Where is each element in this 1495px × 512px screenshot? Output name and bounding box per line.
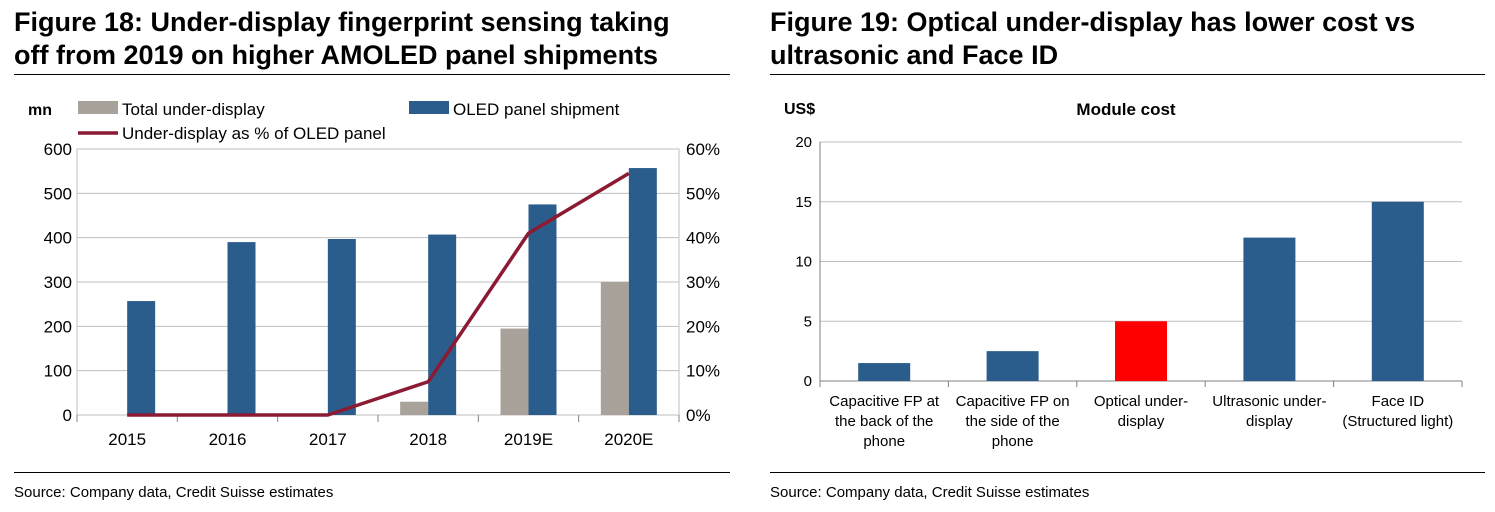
x-tick-label: Ultrasonic under- [1212, 393, 1326, 410]
y2-tick-label: 0% [686, 406, 711, 425]
y-tick-label: 500 [44, 184, 72, 203]
bar-module-cost [1115, 321, 1167, 381]
bar-oled-panel-shipment [227, 242, 256, 415]
figure-19-chart: Module cost US$ 0 5 10 15 20 Capacitive FP at th… [784, 100, 1463, 450]
y-tick-label: 400 [44, 229, 72, 248]
y2-tick-label: 40% [686, 229, 720, 248]
y-tick-label: 20 [795, 134, 812, 151]
x-tick-label: Capacitive FP on [956, 393, 1070, 410]
figure-18-bottom-rule [14, 472, 730, 473]
y2-tick-label: 30% [686, 273, 720, 292]
x-tick-label: 2017 [309, 430, 347, 449]
x-tick-label: display [1118, 413, 1165, 430]
figure-19-title: Figure 19: Optical under-display has low… [770, 6, 1415, 72]
y-axis-label: US$ [784, 101, 815, 118]
y-tick-label: 300 [44, 273, 72, 292]
y-tick-label: 100 [44, 362, 72, 381]
bar-module-cost [986, 351, 1039, 381]
figure-19-title-line1: Figure 19: Optical under-display has low… [770, 7, 1416, 37]
x-tick-label: 2020E [604, 430, 653, 449]
bar-total-under-display [600, 282, 629, 415]
legend-label-under-display-pct: Under-display as % of OLED panel [122, 124, 386, 143]
x-tick-label: Optical under- [1094, 393, 1188, 410]
x-tick-label: phone [992, 433, 1034, 450]
bar-oled-panel-shipment [127, 301, 156, 415]
figure-19-bottom-rule [770, 472, 1485, 473]
y2-tick-label: 20% [686, 317, 720, 336]
y-axis-label: mn [28, 102, 52, 119]
figure-18-title: Figure 18: Under-display fingerprint sen… [14, 6, 670, 72]
figure-18-title-line2: off from 2019 on higher AMOLED panel shi… [14, 40, 659, 70]
x-tick-label: 2016 [209, 430, 247, 449]
figure-19-title-line2: ultrasonic and Face ID [770, 40, 1059, 70]
legend-swatch-total-under-display [78, 101, 118, 114]
y2-tick-label: 60% [686, 140, 720, 159]
figure-19-panel: Figure 19: Optical under-display has low… [770, 0, 1485, 512]
bar-oled-panel-shipment [428, 234, 457, 415]
x-tick-label: Capacitive FP at [829, 393, 940, 410]
figure-18-source: Source: Company data, Credit Suisse esti… [14, 484, 334, 501]
legend-swatch-oled-panel-shipment [409, 101, 449, 114]
legend-label-total-under-display: Total under-display [122, 100, 265, 119]
chart-title: Module cost [1076, 100, 1176, 119]
y-tick-label: 200 [44, 317, 72, 336]
figure-19-source: Source: Company data, Credit Suisse esti… [770, 484, 1090, 501]
y-tick-label: 5 [804, 313, 812, 330]
x-tick-label: Face ID [1372, 393, 1425, 410]
figure-18-title-line1: Figure 18: Under-display fingerprint sen… [14, 7, 670, 37]
bar-oled-panel-shipment [628, 168, 657, 415]
figure-18-top-rule [14, 74, 730, 75]
bar-oled-panel-shipment [327, 238, 356, 415]
y-tick-label: 15 [795, 194, 812, 211]
bar-total-under-display [500, 328, 529, 415]
y2-tick-label: 50% [686, 184, 720, 203]
x-tick-label: phone [863, 433, 905, 450]
x-tick-label: the side of the [965, 413, 1059, 430]
legend-label-oled-panel-shipment: OLED panel shipment [453, 100, 620, 119]
figure-19-top-rule [770, 74, 1485, 75]
x-tick-label: 2018 [409, 430, 447, 449]
figure-18-panel: Figure 18: Under-display fingerprint sen… [14, 0, 730, 512]
y-tick-label: 0 [63, 406, 72, 425]
x-tick-label: 2015 [108, 430, 146, 449]
bar-module-cost [1371, 201, 1424, 381]
y-tick-label: 10 [795, 254, 812, 271]
bar-oled-panel-shipment [528, 204, 557, 415]
y-tick-label: 0 [804, 373, 812, 390]
x-tick-label: the back of the [835, 413, 933, 430]
x-tick-label: 2019E [504, 430, 553, 449]
x-tick-label: (Structured light) [1342, 413, 1453, 430]
line-under-display-pct [127, 171, 630, 417]
x-tick-label: display [1246, 413, 1293, 430]
bar-module-cost [858, 363, 911, 381]
bar-module-cost [1243, 237, 1296, 381]
bar-total-under-display [400, 401, 429, 415]
y-tick-label: 600 [44, 140, 72, 159]
y2-tick-label: 10% [686, 362, 720, 381]
figure-18-chart: 0 100 200 300 400 500 600 0% 10% 20% 30% 40% 50% 60% 2… [28, 100, 720, 449]
